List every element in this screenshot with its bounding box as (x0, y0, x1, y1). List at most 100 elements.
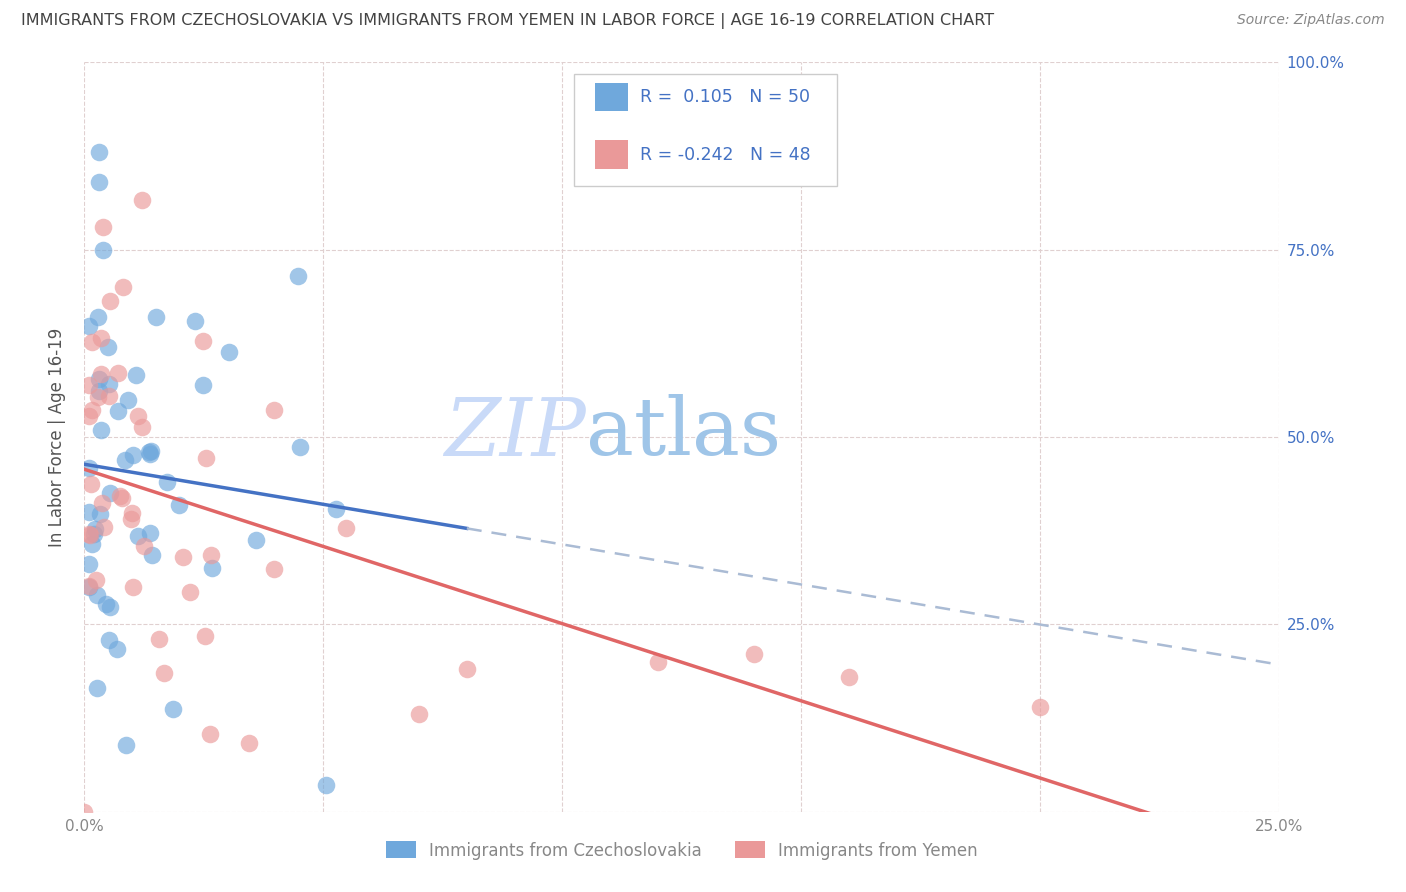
Y-axis label: In Labor Force | Age 16-19: In Labor Force | Age 16-19 (48, 327, 66, 547)
Point (183, 314, 205, 328)
Point (194, 629, 217, 643)
Point (114, 453, 136, 467)
Point (218, 344, 240, 359)
Point (162, 701, 184, 715)
Point (87, 145, 110, 160)
Point (238, 736, 260, 750)
Point (198, 726, 221, 740)
Text: Source: ZipAtlas.com: Source: ZipAtlas.com (1237, 13, 1385, 28)
Point (111, 491, 134, 505)
Point (122, 580, 145, 594)
Point (456, 662, 478, 676)
Point (290, 440, 312, 454)
Point (287, 269, 309, 284)
Point (80, 476, 103, 491)
Point (200, 548, 222, 562)
Point (84, 522, 107, 536)
Point (201, 560, 224, 574)
Point (90, 367, 112, 381)
Point (107, 404, 129, 418)
Point (90, 423, 112, 437)
Legend: Immigrants from Czechoslovakia, Immigrants from Yemen: Immigrants from Czechoslovakia, Immigran… (385, 841, 979, 860)
Point (87, 384, 110, 399)
Point (111, 280, 134, 294)
Point (86, 390, 108, 404)
Point (100, 599, 122, 614)
Point (145, 310, 167, 325)
Point (73, 805, 96, 819)
Point (742, 648, 765, 662)
Point (87, 175, 110, 189)
Point (77, 527, 100, 541)
Point (105, 642, 128, 657)
Point (194, 450, 217, 465)
FancyBboxPatch shape (595, 83, 628, 112)
Point (80, 403, 103, 417)
Point (86, 588, 108, 602)
FancyBboxPatch shape (595, 140, 628, 169)
Point (87, 372, 110, 386)
Point (134, 539, 156, 553)
Point (84, 573, 107, 587)
Point (127, 529, 149, 543)
Point (98, 389, 121, 403)
Point (77, 377, 100, 392)
Text: atlas: atlas (586, 394, 782, 473)
Point (408, 707, 430, 722)
Text: IMMIGRANTS FROM CZECHOSLOVAKIA VS IMMIGRANTS FROM YEMEN IN LABOR FORCE | AGE 16-: IMMIGRANTS FROM CZECHOSLOVAKIA VS IMMIGR… (21, 13, 994, 29)
Point (80, 537, 103, 551)
Point (77, 579, 100, 593)
Text: ZIP: ZIP (444, 394, 586, 472)
Point (315, 778, 337, 792)
Point (91, 495, 114, 509)
Point (110, 489, 132, 503)
Point (125, 368, 148, 383)
Point (93, 243, 115, 257)
Point (191, 334, 214, 349)
Point (115, 738, 138, 752)
Point (172, 549, 194, 564)
Point (77, 557, 100, 571)
Point (263, 403, 285, 417)
Point (83, 526, 105, 541)
Point (93, 519, 115, 533)
Point (117, 393, 139, 408)
Point (167, 498, 190, 512)
Point (148, 632, 170, 646)
Point (191, 378, 214, 392)
Point (98, 376, 121, 391)
Point (77, 505, 100, 519)
Point (80, 335, 103, 350)
FancyBboxPatch shape (575, 74, 838, 186)
Point (838, 670, 860, 684)
Point (89, 507, 111, 521)
Point (86, 681, 108, 695)
Point (98, 632, 121, 647)
Point (100, 485, 122, 500)
Point (647, 655, 669, 669)
Point (87, 310, 110, 324)
Point (77, 460, 100, 475)
Point (263, 561, 285, 575)
Point (139, 526, 162, 541)
Point (335, 521, 357, 535)
Point (122, 448, 145, 462)
Point (77, 580, 100, 594)
Point (153, 665, 176, 680)
Point (93, 220, 115, 235)
Point (107, 366, 129, 380)
Point (79, 527, 101, 541)
Point (131, 419, 153, 434)
Point (138, 445, 160, 459)
Point (77, 409, 100, 423)
Point (77, 318, 100, 333)
Text: R = -0.242   N = 48: R = -0.242 N = 48 (640, 145, 811, 163)
Text: R =  0.105   N = 50: R = 0.105 N = 50 (640, 88, 810, 106)
Point (127, 409, 149, 423)
Point (141, 548, 163, 562)
Point (131, 193, 153, 207)
Point (141, 444, 163, 458)
Point (139, 447, 162, 461)
Point (94, 597, 117, 611)
Point (245, 533, 267, 547)
